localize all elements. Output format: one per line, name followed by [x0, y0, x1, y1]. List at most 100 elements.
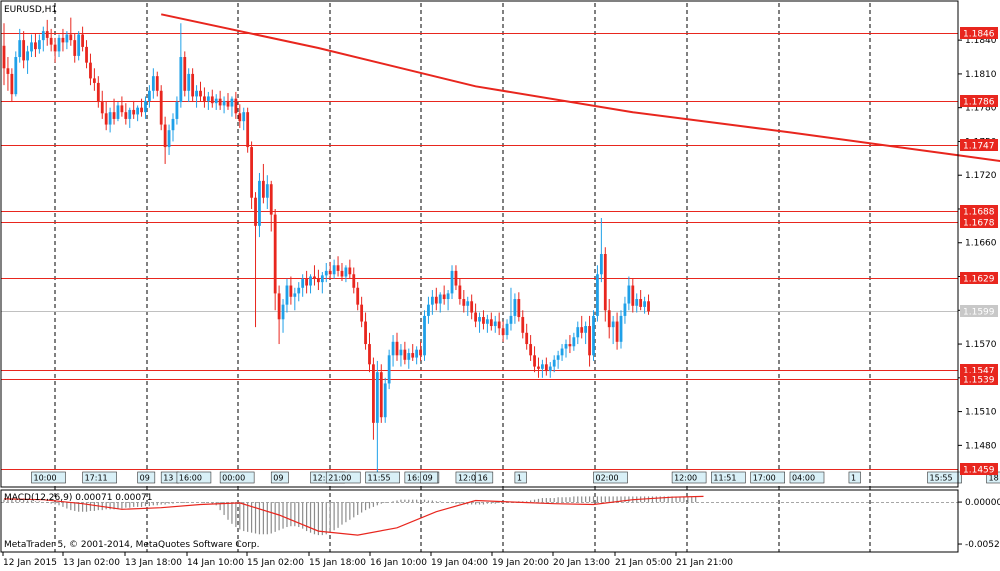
- macd-tick-label: 0.00000: [965, 498, 1000, 508]
- candle-body: [442, 294, 446, 300]
- candle-body: [383, 383, 387, 418]
- candle-body: [151, 76, 155, 91]
- candle-body: [599, 254, 603, 275]
- candle-body: [548, 366, 552, 372]
- candle-body: [603, 254, 607, 311]
- candle-body: [313, 276, 316, 279]
- event-tag-label: 11:55: [368, 474, 391, 483]
- time-tick-label: 14 Jan 10:00: [187, 558, 244, 568]
- candle-body: [427, 304, 430, 316]
- candle-body: [293, 293, 297, 297]
- candle-body: [356, 287, 360, 305]
- event-tag-label: 1: [851, 474, 856, 483]
- candle-body: [505, 323, 509, 336]
- level-tag-label: 1.1459: [963, 466, 995, 476]
- candle-body: [458, 285, 462, 300]
- price-tick-label: 1.1510: [965, 408, 997, 418]
- candle-body: [2, 45, 6, 69]
- candle-body: [92, 78, 96, 83]
- candle-body: [478, 317, 481, 322]
- candle-body: [41, 31, 45, 41]
- candle-body: [615, 321, 619, 342]
- candle-body: [285, 285, 289, 305]
- time-tick-label: 21 Jan 21:00: [676, 558, 733, 568]
- event-tag-label: 17:00: [753, 474, 776, 483]
- macd-signal-line: [3, 495, 704, 536]
- time-tick-label: 13 Jan 02:00: [63, 558, 120, 568]
- candle-body: [230, 98, 234, 107]
- candle-body: [14, 57, 18, 95]
- candle-body: [607, 310, 611, 328]
- candle-body: [332, 265, 336, 275]
- candle-body: [53, 44, 57, 52]
- candle-body: [171, 118, 175, 131]
- time-tick-label: 16 Jan 10:00: [370, 558, 427, 568]
- candle-body: [289, 285, 293, 297]
- candle-body: [297, 287, 301, 294]
- level-tag-label: 1.1678: [963, 219, 995, 229]
- candle-body: [195, 90, 198, 97]
- candle-body: [623, 303, 627, 316]
- candle-body: [81, 34, 84, 47]
- candle-body: [124, 112, 128, 119]
- candle-body: [210, 96, 214, 104]
- candle-body: [148, 90, 151, 101]
- candle-body: [136, 107, 140, 115]
- time-tick-label: 21 Jan 05:00: [615, 558, 672, 568]
- candle-body: [434, 296, 438, 304]
- candle-body: [261, 180, 265, 198]
- candle-body: [218, 98, 222, 106]
- time-tick-label: 15 Jan 02:00: [247, 558, 304, 568]
- candle-body: [454, 270, 458, 286]
- candle-body: [10, 73, 14, 95]
- event-tag-label: 12:52: [313, 474, 336, 483]
- price-tick-label: 1.1840: [965, 36, 997, 46]
- event-tag: [927, 471, 962, 484]
- symbol-label: EURUSD,H1: [4, 5, 57, 15]
- event-tag-label: 16:00: [179, 474, 202, 483]
- time-tick-label: 20 Jan 13:00: [553, 558, 610, 568]
- candle-body: [222, 100, 226, 106]
- event-tag: [671, 471, 707, 484]
- candle-body: [226, 100, 230, 107]
- candle-body: [446, 293, 450, 300]
- candle-body: [344, 267, 348, 277]
- moving-average: [160, 13, 1000, 162]
- candle-body: [128, 109, 132, 119]
- event-tag-label: 09: [273, 474, 283, 483]
- candle-body: [537, 366, 540, 369]
- candle-body: [22, 40, 26, 61]
- candle-body: [203, 96, 206, 101]
- moving-average-line: [160, 13, 1000, 162]
- candle-body: [45, 31, 49, 38]
- level-tag-label: 1.1786: [963, 98, 995, 108]
- candle-body: [482, 317, 485, 324]
- candle-body: [324, 270, 328, 276]
- candle-body: [317, 278, 320, 283]
- event-tag-label: 13: [163, 474, 173, 483]
- candle-body: [611, 321, 615, 328]
- candle-body: [348, 267, 352, 275]
- level-tag-label: 1.1547: [963, 367, 995, 377]
- candle-body: [572, 337, 576, 347]
- candle-body: [419, 349, 422, 356]
- candle-body: [584, 326, 588, 333]
- time-tick-label: 19 Jan 04:00: [431, 558, 488, 568]
- candle-body: [234, 98, 238, 114]
- candle-body: [533, 355, 536, 367]
- candle-body: [364, 321, 367, 345]
- candle-body: [399, 349, 403, 356]
- level-tag: [960, 272, 998, 284]
- candle-body: [576, 327, 580, 338]
- candle-body: [258, 180, 261, 226]
- candle-body: [34, 42, 37, 50]
- price-tick-label: 1.1480: [965, 441, 997, 451]
- level-tag-label: 1.1629: [963, 275, 995, 285]
- candle-body: [167, 130, 171, 148]
- candle-body: [529, 344, 533, 356]
- event-tag: [750, 471, 786, 484]
- candle-body: [340, 270, 344, 277]
- event-tag: [176, 471, 212, 484]
- candle-body: [281, 304, 285, 320]
- event-tag: [31, 471, 66, 484]
